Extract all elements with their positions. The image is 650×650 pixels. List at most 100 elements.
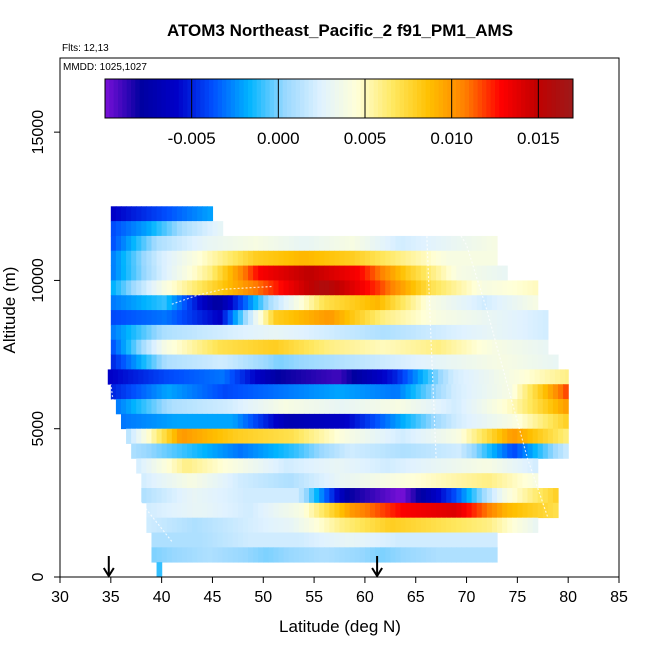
heatmap-cell <box>161 265 168 281</box>
heatmap-cell <box>321 369 327 385</box>
heatmap-cell <box>359 339 366 355</box>
heatmap-cell <box>560 369 566 385</box>
heatmap-cell <box>502 502 508 519</box>
heatmap-cell <box>400 295 407 311</box>
heatmap-cell <box>329 295 336 311</box>
heatmap-cell <box>151 443 158 459</box>
heatmap-cell <box>563 413 569 430</box>
heatmap-cell <box>192 295 198 311</box>
heatmap-cell <box>466 517 473 533</box>
heatmap-cell <box>390 384 396 400</box>
heatmap-cell <box>298 473 305 489</box>
heatmap-cell <box>136 458 142 474</box>
heatmap-cell <box>237 235 244 252</box>
heatmap-cell <box>227 532 234 548</box>
heatmap-cell <box>298 517 305 533</box>
heatmap-cell <box>136 265 142 281</box>
heatmap-cell <box>344 547 351 563</box>
heatmap-cell <box>248 310 254 326</box>
heatmap-cell <box>344 295 351 311</box>
heatmap-cell <box>324 265 330 281</box>
heatmap-cell <box>115 250 122 266</box>
heatmap-cell <box>375 532 381 548</box>
heatmap-cell <box>166 488 173 504</box>
heatmap-cell <box>507 384 513 400</box>
heatmap-cell <box>212 488 219 504</box>
heatmap-cell <box>309 473 315 489</box>
heatmap-cell <box>237 324 244 341</box>
heatmap-cell <box>488 369 495 385</box>
heatmap-cell <box>166 280 173 296</box>
heatmap-cell <box>466 532 473 548</box>
heatmap-cell <box>161 221 168 237</box>
heatmap-cell <box>146 235 153 252</box>
heatmap-cell <box>558 399 564 415</box>
heatmap-cell <box>207 443 214 459</box>
heatmap-cell <box>446 280 452 296</box>
heatmap-cell <box>430 488 437 504</box>
heatmap-cell <box>436 250 442 266</box>
heatmap-cell <box>324 384 330 400</box>
heatmap-cell <box>430 265 437 281</box>
heatmap-cell <box>253 265 259 281</box>
heatmap-cell <box>369 517 376 533</box>
heatmap-cell <box>451 310 457 326</box>
heatmap-cell <box>420 488 427 504</box>
colorbar-swatch <box>378 79 383 118</box>
heatmap-cell <box>430 280 437 296</box>
heatmap-cell <box>517 324 524 341</box>
x-axis: 30 35 40 45 50 55 60 65 70 75 80 85 <box>51 577 628 606</box>
heatmap-cell <box>344 473 351 489</box>
heatmap-cell <box>441 280 447 296</box>
heatmap-cell <box>354 488 361 504</box>
heatmap-cell <box>273 310 280 326</box>
heatmap-cell <box>156 354 163 370</box>
heatmap-cell <box>410 473 417 489</box>
heatmap-cell <box>293 310 300 326</box>
heatmap-cell <box>400 250 407 266</box>
heatmap-cell <box>227 354 234 370</box>
heatmap-cell <box>156 310 163 326</box>
heatmap-cell <box>456 399 463 415</box>
heatmap-cell <box>197 324 203 341</box>
heatmap-cell <box>415 354 422 370</box>
heatmap-cell <box>227 310 234 326</box>
heatmap-cell <box>364 250 371 266</box>
heatmap-cell <box>298 280 305 296</box>
flight-track <box>445 211 549 518</box>
heatmap-cell <box>253 295 259 311</box>
heatmap-cell <box>222 399 229 415</box>
heatmap-cell <box>375 443 381 459</box>
heatmap-cell <box>263 532 269 548</box>
heatmap-cell <box>273 488 280 504</box>
heatmap-cell <box>466 458 473 474</box>
heatmap-cell <box>268 384 275 400</box>
heatmap-cell <box>268 443 275 459</box>
heatmap-cell <box>138 369 144 385</box>
heatmap-cell <box>537 399 544 415</box>
heatmap-cell <box>176 310 183 326</box>
colorbar-swatch <box>308 79 314 118</box>
heatmap-cell <box>471 295 478 311</box>
heatmap-cell <box>197 339 203 355</box>
colorbar-swatch <box>226 79 232 118</box>
heatmap-cell <box>537 339 544 355</box>
heatmap-cell <box>430 428 437 444</box>
heatmap-cell <box>339 265 346 281</box>
heatmap-cell <box>120 413 127 430</box>
colorbar-swatch <box>148 79 154 118</box>
heatmap-cell <box>385 473 391 489</box>
heatmap-cell <box>425 324 432 341</box>
heatmap-cell <box>207 250 214 266</box>
heatmap-cell <box>305 369 312 385</box>
heatmap-cell <box>329 488 336 504</box>
heatmap-cell <box>476 339 483 355</box>
heatmap-cell <box>141 443 147 459</box>
heatmap-cell <box>248 235 254 252</box>
heatmap-cell <box>451 339 457 355</box>
colorbar-swatch <box>508 79 513 118</box>
colorbar-swatch <box>282 79 288 118</box>
heatmap-cell <box>268 354 275 370</box>
heatmap-cell <box>395 488 402 504</box>
heatmap-cell <box>552 354 559 370</box>
